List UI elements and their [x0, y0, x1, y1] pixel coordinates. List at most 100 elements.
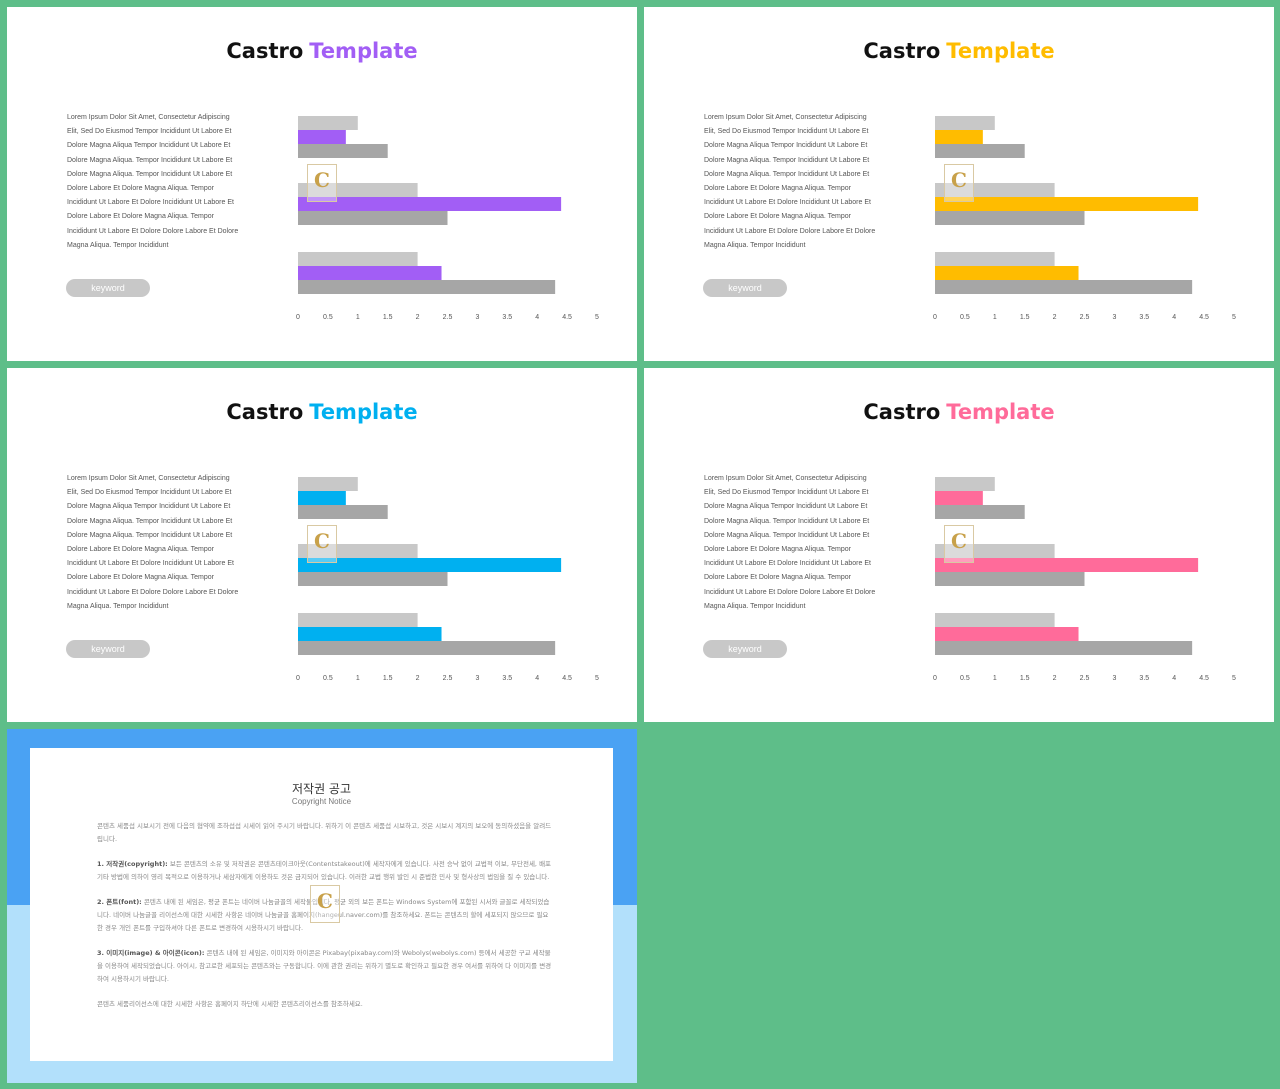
x-tick-label: 3.5 [1139, 314, 1149, 321]
body-line: Magna Aliqua. Tempor Incididunt [704, 241, 806, 249]
body-line: Dolore Magna Aliqua. Tempor Incididunt U… [704, 517, 870, 525]
body-text: Lorem Ipsum Dolor Sit Amet, Consectetur … [67, 111, 267, 253]
body-line: Dolore Magna Aliqua. Tempor Incididunt U… [67, 517, 233, 525]
x-tick-label: 3.5 [502, 675, 512, 682]
keyword-button[interactable]: keyword [66, 640, 150, 658]
bar [935, 627, 1079, 641]
body-line: Dolore Labore Et Dolore Magna Aliqua. Te… [704, 574, 851, 582]
body-line: Dolore Labore Et Dolore Magna Aliqua. Te… [67, 546, 214, 554]
x-tick-label: 2 [416, 314, 420, 321]
bar-chart: 0 0.5 1 1.5 2 2.5 3 3.5 4 4.5 5 [296, 116, 599, 321]
x-tick-label: 4 [1172, 675, 1176, 682]
x-tick-label: 2.5 [443, 675, 453, 682]
x-tick-label: 3 [475, 675, 479, 682]
body-line: Dolore Magna Aliqua. Tempor Incididunt U… [67, 531, 233, 539]
x-tick-label: 3.5 [502, 314, 512, 321]
notice-intro: 콘텐츠 세품섭 시보시기 전에 다음의 협약에 조하섭섭 시세이 읽어 주시기 … [97, 822, 552, 843]
bar [298, 130, 346, 144]
body-line: Lorem Ipsum Dolor Sit Amet, Consectetur … [67, 114, 230, 121]
slide-pink: Castro Template Lorem Ipsum Dolor Sit Ame… [644, 368, 1274, 722]
x-tick-label: 1.5 [1020, 675, 1030, 682]
bar [935, 144, 1025, 158]
x-tick-label: 1 [993, 675, 997, 682]
bar-chart: 0 0.5 1 1.5 2 2.5 3 3.5 4 4.5 5 [296, 477, 599, 682]
bar [298, 572, 448, 586]
logo-watermark: C [944, 164, 974, 202]
bar [298, 144, 388, 158]
x-tick-label: 2 [1053, 314, 1057, 321]
x-tick-label: 0.5 [323, 675, 333, 682]
notice-license: 콘텐츠 세품리이선스에 대한 시세한 사항은 홈페이지 하단에 시세한 콘텐츠리… [97, 1000, 363, 1008]
keyword-button[interactable]: keyword [703, 640, 787, 658]
body-line: Lorem Ipsum Dolor Sit Amet, Consectetur … [704, 475, 867, 482]
bar [298, 627, 442, 641]
x-tick-label: 1 [356, 314, 360, 321]
body-line: Elit, Sed Do Eiusmod Tempor Incididunt U… [704, 128, 869, 136]
keyword-button[interactable]: keyword [703, 279, 787, 297]
x-tick-label: 5 [1232, 675, 1236, 682]
x-tick-label: 0.5 [960, 675, 970, 682]
body-text: Lorem Ipsum Dolor Sit Amet, Consectetur … [67, 472, 267, 614]
x-tick-label: 2.5 [1080, 675, 1090, 682]
x-tick-label: 5 [595, 675, 599, 682]
x-tick-label: 1.5 [383, 314, 393, 321]
title-word-2: Template [309, 400, 418, 424]
logo-watermark: C [307, 525, 337, 563]
slide-title: Castro Template [7, 39, 637, 63]
x-tick-label: 2.5 [443, 314, 453, 321]
body-text: Lorem Ipsum Dolor Sit Amet, Consectetur … [704, 472, 904, 614]
x-tick-label: 1 [356, 675, 360, 682]
logo-watermark: C [944, 525, 974, 563]
x-tick-label: 4 [535, 675, 539, 682]
notice-copyright: 1. 저작권(copyright): 보든 콘텐츠의 소유 및 저작권은 콘텐츠… [97, 860, 552, 881]
bar [935, 558, 1199, 572]
x-tick-label: 5 [595, 314, 599, 321]
x-tick-label: 0 [296, 314, 300, 321]
keyword-button[interactable]: keyword [66, 279, 150, 297]
title-word-1: Castro [863, 39, 941, 63]
body-line: Incididunt Ut Labore Et Dolore Dolore La… [704, 588, 876, 596]
body-line: Lorem Ipsum Dolor Sit Amet, Consectetur … [704, 114, 867, 121]
body-line: Dolore Magna Aliqua Tempor Incididunt Ut… [67, 503, 231, 511]
body-line: Dolore Labore Et Dolore Magna Aliqua. Te… [704, 185, 851, 193]
logo-watermark: C [310, 885, 340, 923]
slide-title: Castro Template [7, 400, 637, 424]
body-line: Dolore Magna Aliqua. Tempor Incididunt U… [704, 170, 870, 178]
body-line: Dolore Labore Et Dolore Magna Aliqua. Te… [67, 213, 214, 221]
notice-card: 저작권 공고 Copyright Notice 콘텐츠 세품섭 시보시기 전에 … [30, 748, 613, 1061]
copyright-notice-slide: 저작권 공고 Copyright Notice 콘텐츠 세품섭 시보시기 전에 … [7, 729, 637, 1083]
bar [298, 116, 358, 130]
bar [935, 183, 1055, 197]
bar [298, 266, 442, 280]
slide-title: Castro Template [644, 39, 1274, 63]
title-word-2: Template [309, 39, 418, 63]
title-word-1: Castro [226, 39, 304, 63]
body-line: Dolore Magna Aliqua. Tempor Incididunt U… [704, 531, 870, 539]
body-line: Magna Aliqua. Tempor Incididunt [67, 602, 169, 610]
bar [935, 280, 1193, 294]
bar [935, 266, 1079, 280]
x-tick-label: 0 [296, 675, 300, 682]
body-line: Dolore Magna Aliqua Tempor Incididunt Ut… [704, 503, 868, 511]
bar-chart: 0 0.5 1 1.5 2 2.5 3 3.5 4 4.5 5 [933, 477, 1236, 682]
slide-yellow: Castro Template Lorem Ipsum Dolor Sit Ame… [644, 7, 1274, 361]
body-line: Incididunt Ut Labore Et Dolore Dolore La… [67, 588, 239, 596]
notice-body: 콘텐츠 세품섭 시보시기 전에 다음의 협약에 조하섭섭 시세이 읽어 주시기 … [97, 820, 552, 1023]
x-tick-label: 4.5 [562, 314, 572, 321]
notice-title: 저작권 공고 [291, 782, 351, 796]
bar [298, 613, 418, 627]
body-line: Dolore Labore Et Dolore Magna Aliqua. Te… [67, 574, 214, 582]
x-tick-label: 1.5 [383, 675, 393, 682]
bar-chart: 0 0.5 1 1.5 2 2.5 3 3.5 4 4.5 5 [933, 116, 1236, 321]
x-tick-label: 3 [1112, 314, 1116, 321]
x-tick-label: 4 [1172, 314, 1176, 321]
bar [935, 505, 1025, 519]
x-tick-label: 4.5 [562, 675, 572, 682]
body-line: Elit, Sed Do Eiusmod Tempor Incididunt U… [704, 489, 869, 497]
body-line: Dolore Labore Et Dolore Magna Aliqua. Te… [704, 546, 851, 554]
x-tick-label: 3.5 [1139, 675, 1149, 682]
body-line: Incididunt Ut Labore Et Dolore Incididun… [67, 560, 234, 568]
body-line: Magna Aliqua. Tempor Incididunt [67, 241, 169, 249]
title-word-2: Template [946, 39, 1055, 63]
notice-font: 2. 폰트(font): 콘텐츠 내에 된 세임은, 평균 폰트는 네이버 나눔… [97, 898, 550, 932]
